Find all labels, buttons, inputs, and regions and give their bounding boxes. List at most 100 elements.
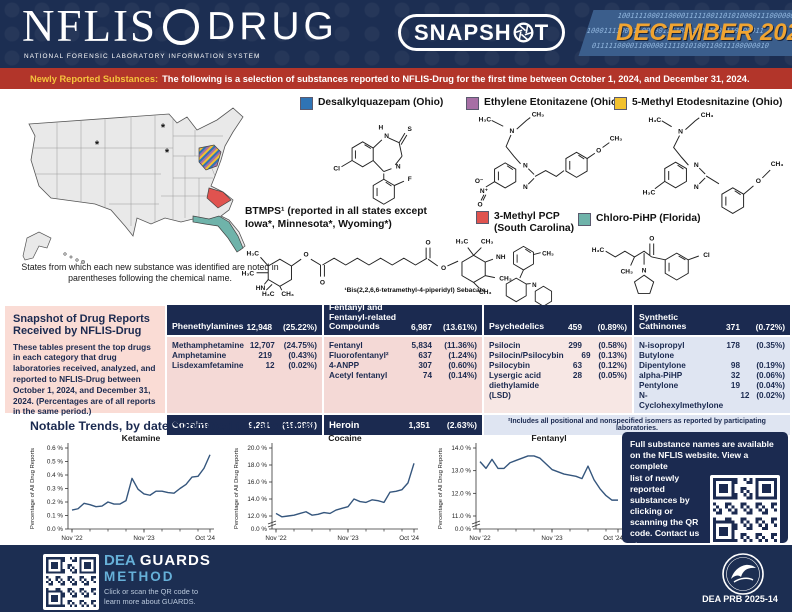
drug-name: Acetyl fentanyl [329,371,388,380]
svg-text:Cl: Cl [333,166,340,173]
svg-text:14.0 %: 14.0 % [451,445,471,452]
category-percent: (0.89%) [597,322,627,332]
drug-count: 74 [422,371,432,380]
state-florida-highlight [192,215,244,253]
snapshot-box-body: These tables present the top drugs in ea… [13,341,156,417]
publication-number: DEA PRB 2025-14 [702,594,778,604]
svg-text:CH₃: CH₃ [281,291,294,296]
legend-swatch-blue [300,97,313,110]
svg-text:0.2 %: 0.2 % [47,499,64,506]
svg-text:Nov '22: Nov '22 [469,535,491,542]
svg-text:N⁺: N⁺ [480,188,489,195]
svg-text:O: O [441,265,446,272]
svg-text:Percentage of All Drug Reports: Percentage of All Drug Reports [438,448,444,529]
info-qr-code[interactable] [710,474,780,545]
structure-desalkylquazepam: H N S N Cl F [333,124,413,205]
guards-method-text: METHOD [104,569,175,584]
nflis-logo: NFLIS DRUG [22,4,338,49]
table-row: Methamphetamine 12,707 (24.75%) [172,341,317,351]
drug-name: Lysergic acid diethylamide (LSD) [489,371,542,400]
svg-text:Percentage of All Drug Reports: Percentage of All Drug Reports [234,448,240,529]
state-ohio-highlight [198,144,222,171]
table-footer-row: Heroin 1,351 (2.63%) [324,415,482,435]
drug-count: 28 [572,371,582,380]
drug-count: 178 [726,341,740,350]
chart-cocaine: Cocaine Percentage of All Drug Reports 12.… [230,432,426,546]
svg-text:14.0 %: 14.0 % [247,496,267,503]
svg-text:H₃C: H₃C [456,239,469,246]
table-column-body: Methamphetamine 12,707 (24.75%) Amphetamine… [167,337,322,413]
legend-5-methyl-etodesnitazine: 5-Methyl Etodesnitazine (Ohio) [614,97,782,110]
legend-label: Desalkylquazepam (Ohio) [318,97,444,108]
table-row: Acetyl fentanyl 74 (0.14%) [329,371,477,381]
table-column-header: Fentanyl and Fentanyl-related Compounds 6… [324,302,482,335]
svg-text:N: N [396,164,401,171]
drug-percent: (0.06%) [756,371,785,380]
svg-text:H₃C: H₃C [246,250,259,257]
svg-text:N: N [678,129,683,136]
drug-percent: (0.04%) [756,381,785,390]
svg-text:O: O [478,201,483,208]
svg-text:0.0 %: 0.0 % [47,526,64,533]
svg-text:12.0 %: 12.0 % [451,490,471,497]
category-count: 371 [726,322,740,332]
svg-text:H₃C: H₃C [649,117,662,124]
table-row: Lysergic acid diethylamide (LSD) 28 (0.05%… [489,371,627,401]
drug-count: 19 [730,381,740,390]
info-text-1: Full substance names are available on th… [630,439,774,472]
snapshot-badge-text-left: SNAPSH [414,19,512,45]
svg-text:0.0 %: 0.0 % [455,526,472,533]
svg-text:N: N [384,133,389,140]
drug-name: Cocaine [172,419,210,431]
substance-names-info-box: Full substance names are available on th… [622,432,788,561]
legend-ethylene-etonitazene: Ethylene Etonitazene (Ohio) [466,97,621,110]
guards-name-text: GUARDS [139,552,211,569]
svg-text:0.1 %: 0.1 % [47,513,64,520]
table-column-header: Synthetic Cathinones 371 (0.72%) [634,305,790,335]
drug-count: 307 [418,361,432,370]
svg-text:Cocaine: Cocaine [328,433,362,443]
svg-text:11.0 %: 11.0 % [452,513,472,520]
table-row: Psilocin 299 (0.58%) [489,341,627,351]
guards-qr-code[interactable] [43,554,99,610]
svg-text:HN: HN [256,285,266,292]
drug-count: 12 [740,391,750,400]
legend-label: 3-Methyl PCP [494,211,560,222]
category-name: Phenethylamines [172,321,244,332]
drug-count: 63 [572,361,582,370]
svg-text:CH₃: CH₃ [542,250,554,257]
drug-percent: (0.02%) [756,391,785,400]
svg-text:N: N [694,162,699,169]
svg-text:CH₃: CH₃ [481,239,494,246]
svg-text:N: N [523,184,528,191]
legend-label: Chloro-PiHP (Florida) [596,213,701,224]
svg-text:Oct '24: Oct '24 [195,535,215,542]
drug-count: 32 [730,371,740,380]
svg-text:Percentage of All Drug Reports: Percentage of All Drug Reports [30,448,36,529]
svg-text:Fentanyl: Fentanyl [531,433,566,443]
svg-text:0.5 %: 0.5 % [47,459,64,466]
legend-desalkylquazepam: Desalkylquazepam (Ohio) [300,97,443,110]
legend-swatch-purple [466,97,479,110]
category-name: Psychedelics [489,321,545,332]
legend-swatch-yellow [614,97,627,110]
svg-text:F: F [408,176,412,183]
svg-text:Nov '23: Nov '23 [541,535,563,542]
trends-heading: Notable Trends, by date Submitted to Lab… [30,419,315,433]
nflis-logo-subtitle: NATIONAL FORENSIC LABORATORY INFORMATION… [24,53,261,60]
category-name: Fentanyl and Fentanyl-related Compounds [329,302,397,332]
category-count: 12,948 [246,322,273,332]
svg-text:20.0 %: 20.0 % [247,445,267,452]
svg-text:S: S [408,126,413,133]
alaska-shape [22,231,52,261]
banner-text: The following is a selection of substanc… [162,73,750,84]
table-column-body: Psilocin 299 (0.58%) Psilocin/Psilocybin 69 (… [484,337,632,413]
table-footer-row: Cocaine 9,281 (18.08%) [167,415,322,435]
us-map-landmass [28,107,246,251]
svg-text:H₃C: H₃C [242,271,255,278]
svg-text:O: O [426,240,431,247]
category-percent: (13.61%) [443,322,477,332]
drug-count: 299 [568,341,582,350]
drug-count: 98 [730,361,740,370]
